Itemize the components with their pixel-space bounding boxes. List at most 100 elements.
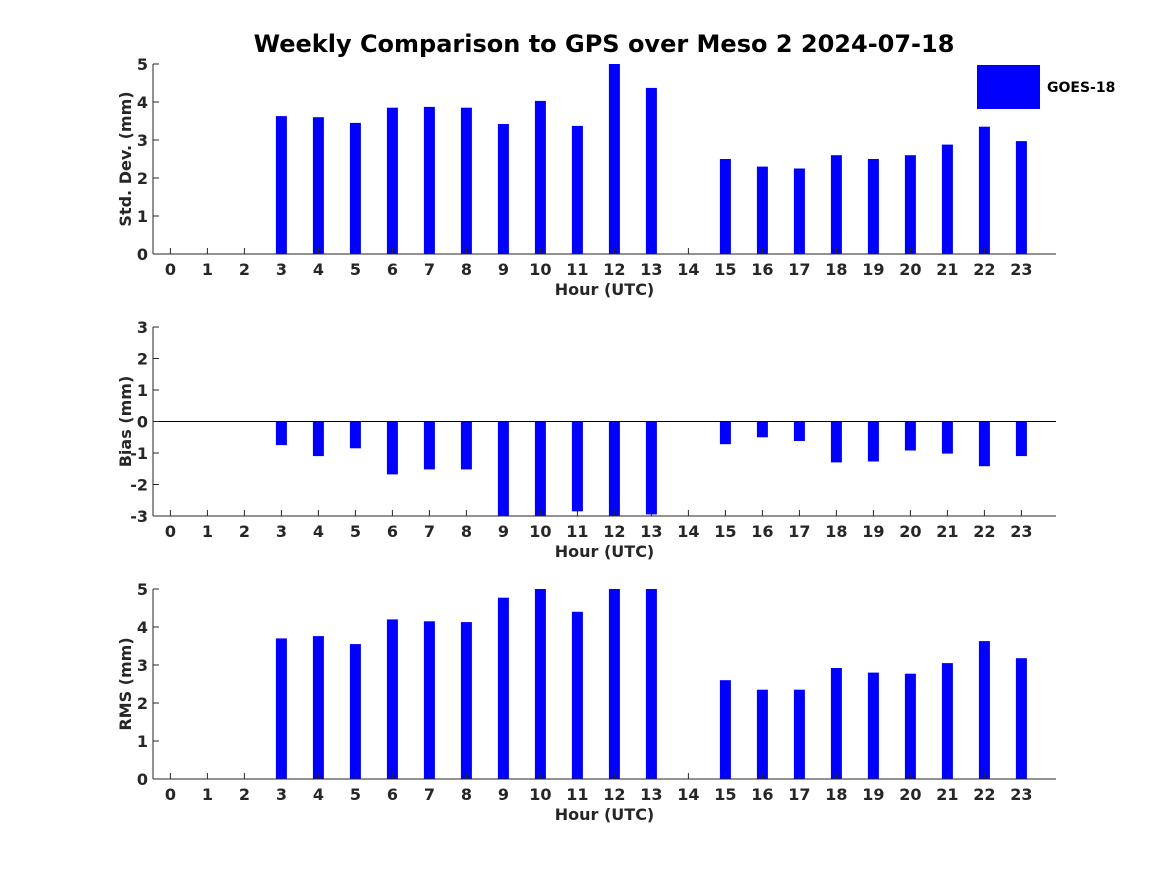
x-tick-label: 6 xyxy=(387,522,398,541)
x-tick-label: 19 xyxy=(862,260,884,279)
x-tick-label: 22 xyxy=(973,260,995,279)
bar-hour-21 xyxy=(941,144,953,254)
x-tick-label: 4 xyxy=(313,522,324,541)
x-tick-label: 13 xyxy=(640,785,662,804)
x-tick-label: 13 xyxy=(640,260,662,279)
x-tick-label: 14 xyxy=(677,522,699,541)
y-tick-label: 2 xyxy=(137,694,148,713)
bar-hour-12 xyxy=(608,589,620,779)
x-tick-label: 11 xyxy=(566,260,588,279)
legend: GOES-18 xyxy=(977,65,1115,109)
bar-hour-11 xyxy=(571,421,583,512)
bar-hour-5 xyxy=(349,644,361,779)
x-tick-label: 21 xyxy=(936,522,958,541)
x-tick-label: 18 xyxy=(825,785,847,804)
x-tick-label: 2 xyxy=(239,522,250,541)
x-tick-label: 14 xyxy=(677,260,699,279)
x-tick-label: 2 xyxy=(239,785,250,804)
x-tick-label: 18 xyxy=(825,260,847,279)
bar-hour-22 xyxy=(978,641,990,779)
y-tick-label: 5 xyxy=(137,580,148,599)
x-tick-label: 7 xyxy=(424,522,435,541)
y-tick-label: 2 xyxy=(137,169,148,188)
x-tick-label: 2 xyxy=(239,260,250,279)
y-tick-label: 5 xyxy=(137,55,148,74)
bar-hour-15 xyxy=(719,159,731,254)
bar-hour-15 xyxy=(719,680,731,779)
x-axis-label: Hour (UTC) xyxy=(555,542,655,561)
x-tick-label: 19 xyxy=(862,522,884,541)
bar-hour-10 xyxy=(534,100,546,255)
x-tick-label: 7 xyxy=(424,260,435,279)
y-tick-label: 0 xyxy=(137,770,148,789)
bar-hour-22 xyxy=(978,421,990,467)
x-tick-label: 7 xyxy=(424,785,435,804)
x-tick-label: 3 xyxy=(276,785,287,804)
figure-title: Weekly Comparison to GPS over Meso 2 202… xyxy=(254,30,955,58)
x-tick-label: 17 xyxy=(788,260,810,279)
x-tick-label: 0 xyxy=(165,522,176,541)
x-tick-label: 23 xyxy=(1010,522,1032,541)
y-axis-label: RMS (mm) xyxy=(116,637,135,730)
x-axis-label: Hour (UTC) xyxy=(555,280,655,299)
bar-hour-5 xyxy=(349,421,361,449)
x-tick-label: 17 xyxy=(788,785,810,804)
x-tick-label: 15 xyxy=(714,785,736,804)
bar-hour-4 xyxy=(312,636,324,779)
bar-hour-19 xyxy=(867,421,879,462)
x-tick-label: 9 xyxy=(498,260,509,279)
bar-hour-9 xyxy=(497,597,509,779)
x-tick-label: 13 xyxy=(640,522,662,541)
bar-hour-5 xyxy=(349,122,361,255)
bar-hour-13 xyxy=(645,87,657,255)
bar-hour-6 xyxy=(386,421,398,475)
bar-hour-12 xyxy=(608,421,620,516)
x-tick-label: 4 xyxy=(313,785,324,804)
bar-hour-22 xyxy=(978,126,990,254)
x-tick-label: 4 xyxy=(313,260,324,279)
bar-hour-9 xyxy=(497,421,509,516)
x-tick-label: 12 xyxy=(603,260,625,279)
x-tick-label: 16 xyxy=(751,785,773,804)
x-tick-label: 20 xyxy=(899,522,921,541)
bar-hour-23 xyxy=(1015,658,1027,779)
bar-hour-20 xyxy=(904,421,916,451)
bar-hour-3 xyxy=(275,638,287,779)
x-tick-label: 12 xyxy=(603,522,625,541)
x-tick-label: 5 xyxy=(350,785,361,804)
bar-hour-17 xyxy=(793,689,805,779)
bar-hour-8 xyxy=(460,107,472,254)
x-tick-label: 10 xyxy=(529,785,551,804)
bar-hour-12 xyxy=(608,64,620,254)
bar-hour-20 xyxy=(904,673,916,779)
bar-hour-9 xyxy=(497,124,509,254)
bar-hour-3 xyxy=(275,116,287,254)
bar-hour-7 xyxy=(423,106,435,255)
x-tick-label: 8 xyxy=(461,522,472,541)
bar-hour-15 xyxy=(719,421,731,445)
x-tick-label: 11 xyxy=(566,522,588,541)
x-tick-label: 11 xyxy=(566,785,588,804)
x-tick-label: 22 xyxy=(973,522,995,541)
bar-hour-10 xyxy=(534,589,546,779)
x-tick-label: 8 xyxy=(461,260,472,279)
legend-swatch xyxy=(977,65,1040,109)
y-tick-label: -3 xyxy=(130,507,148,526)
y-tick-label: 2 xyxy=(137,350,148,369)
bar-hour-16 xyxy=(756,689,768,779)
bar-hour-3 xyxy=(275,421,287,446)
bar-hour-19 xyxy=(867,672,879,779)
y-tick-label: 1 xyxy=(137,207,148,226)
x-tick-label: 8 xyxy=(461,785,472,804)
bar-hour-21 xyxy=(941,421,953,454)
x-tick-label: 18 xyxy=(825,522,847,541)
bar-hour-13 xyxy=(645,589,657,779)
y-tick-label: 1 xyxy=(137,732,148,751)
x-tick-label: 6 xyxy=(387,260,398,279)
x-tick-label: 9 xyxy=(498,785,509,804)
y-tick-label: 4 xyxy=(137,618,148,637)
x-tick-label: 5 xyxy=(350,522,361,541)
x-tick-label: 16 xyxy=(751,522,773,541)
